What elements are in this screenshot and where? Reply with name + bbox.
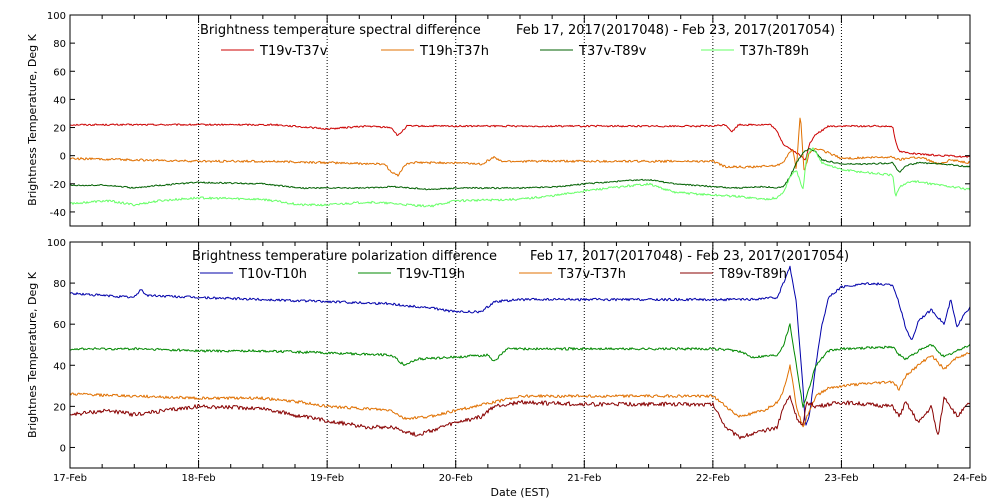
top-y-tick-label: 80 (53, 39, 66, 50)
top-plot-frame (69, 14, 971, 227)
top-legend: T19v-T37v T19h-T37h T37v-T89v T37h-T89h (221, 44, 809, 59)
bot-series-t10v-t10h (69, 265, 971, 426)
bottom-x-ticks: 17-Feb 18-Feb 19-Feb 20-Feb 21-Feb 22-Feb 23-F… (53, 242, 987, 484)
bot-series-t19v-t19h (69, 323, 971, 408)
bottom-plot-frame (69, 241, 971, 469)
top-series-lines (69, 117, 971, 208)
top-chart-title: Brightness temperature spectral differen… (200, 23, 481, 38)
x-tick-label: 22-Feb (696, 473, 730, 484)
top-legend-label-3: T37h-T89h (739, 44, 809, 59)
x-tick-label: 18-Feb (182, 473, 216, 484)
bot-y-tick-label: 20 (53, 402, 66, 413)
top-chart-date-range: Feb 17, 2017(2017048) - Feb 23, 2017(201… (516, 23, 835, 38)
bottom-legend-label-2: T37v-T37h (557, 267, 626, 282)
bot-y-tick-label: 80 (53, 279, 66, 290)
top-legend-label-2: T37v-T89v (578, 44, 647, 59)
x-tick-label: 19-Feb (310, 473, 344, 484)
bottom-legend-label-0: T10v-T10h (238, 267, 307, 282)
x-tick-label: 24-Feb (953, 473, 987, 484)
bottom-y-ticks: 0 20 40 60 80 100 (47, 238, 970, 454)
top-series-t37v-t89v (69, 148, 971, 191)
bottom-legend: T10v-T10h T19v-T19h T37v-T37h T89v-T89h (200, 267, 787, 282)
bot-y-tick-label: 60 (53, 320, 66, 331)
top-gridlines (198, 15, 842, 226)
top-y-tick-label: -40 (50, 208, 66, 219)
top-panel: -40 -20 0 20 40 60 80 100 Brightness temperatur… (26, 11, 971, 227)
x-tick-label: 21-Feb (567, 473, 601, 484)
top-y-tick-label: 60 (53, 67, 66, 78)
top-y-tick-label: 100 (47, 11, 66, 22)
x-axis-label: Date (EST) (490, 486, 549, 499)
bottom-legend-label-1: T19v-T19h (396, 267, 465, 282)
top-series-t19v-t37v (69, 123, 971, 161)
bottom-panel: 0 20 40 60 80 100 17-Feb 18-Feb 19-Feb 20-Feb 21-… (26, 238, 987, 499)
bot-series-t89v-t89h (69, 395, 971, 440)
top-series-t37h-t89h (69, 147, 971, 208)
bottom-series-lines (69, 265, 971, 440)
top-x-ticks (69, 15, 971, 226)
bottom-chart-date-range: Feb 17, 2017(2017048) - Feb 23, 2017(201… (530, 249, 849, 264)
bot-y-tick-label: 100 (47, 238, 66, 249)
bottom-chart-title: Brightness temperature polarization diff… (192, 249, 497, 264)
top-y-ticks: -40 -20 0 20 40 60 80 100 (47, 11, 970, 219)
x-tick-label: 23-Feb (824, 473, 858, 484)
top-y-tick-label: 20 (53, 124, 66, 135)
top-y-tick-label: -20 (50, 180, 66, 191)
bottom-legend-label-3: T89v-T89h (718, 267, 787, 282)
bot-series-t37v-t37h (69, 352, 971, 428)
top-legend-label-1: T19h-T37h (419, 44, 489, 59)
bot-y-tick-label: 0 (60, 443, 66, 454)
bottom-y-axis-label: Brightnes Temperature, Deg K (26, 271, 39, 438)
top-y-tick-label: 40 (53, 95, 66, 106)
top-y-axis-label: Brightness Temperature, Deg K (26, 33, 39, 205)
top-legend-label-0: T19v-T37v (259, 44, 328, 59)
x-tick-label: 20-Feb (439, 473, 473, 484)
x-tick-label: 17-Feb (53, 473, 87, 484)
top-y-tick-label: 0 (60, 152, 66, 163)
bot-y-tick-label: 40 (53, 361, 66, 372)
top-series-t19h-t37h (69, 117, 971, 177)
